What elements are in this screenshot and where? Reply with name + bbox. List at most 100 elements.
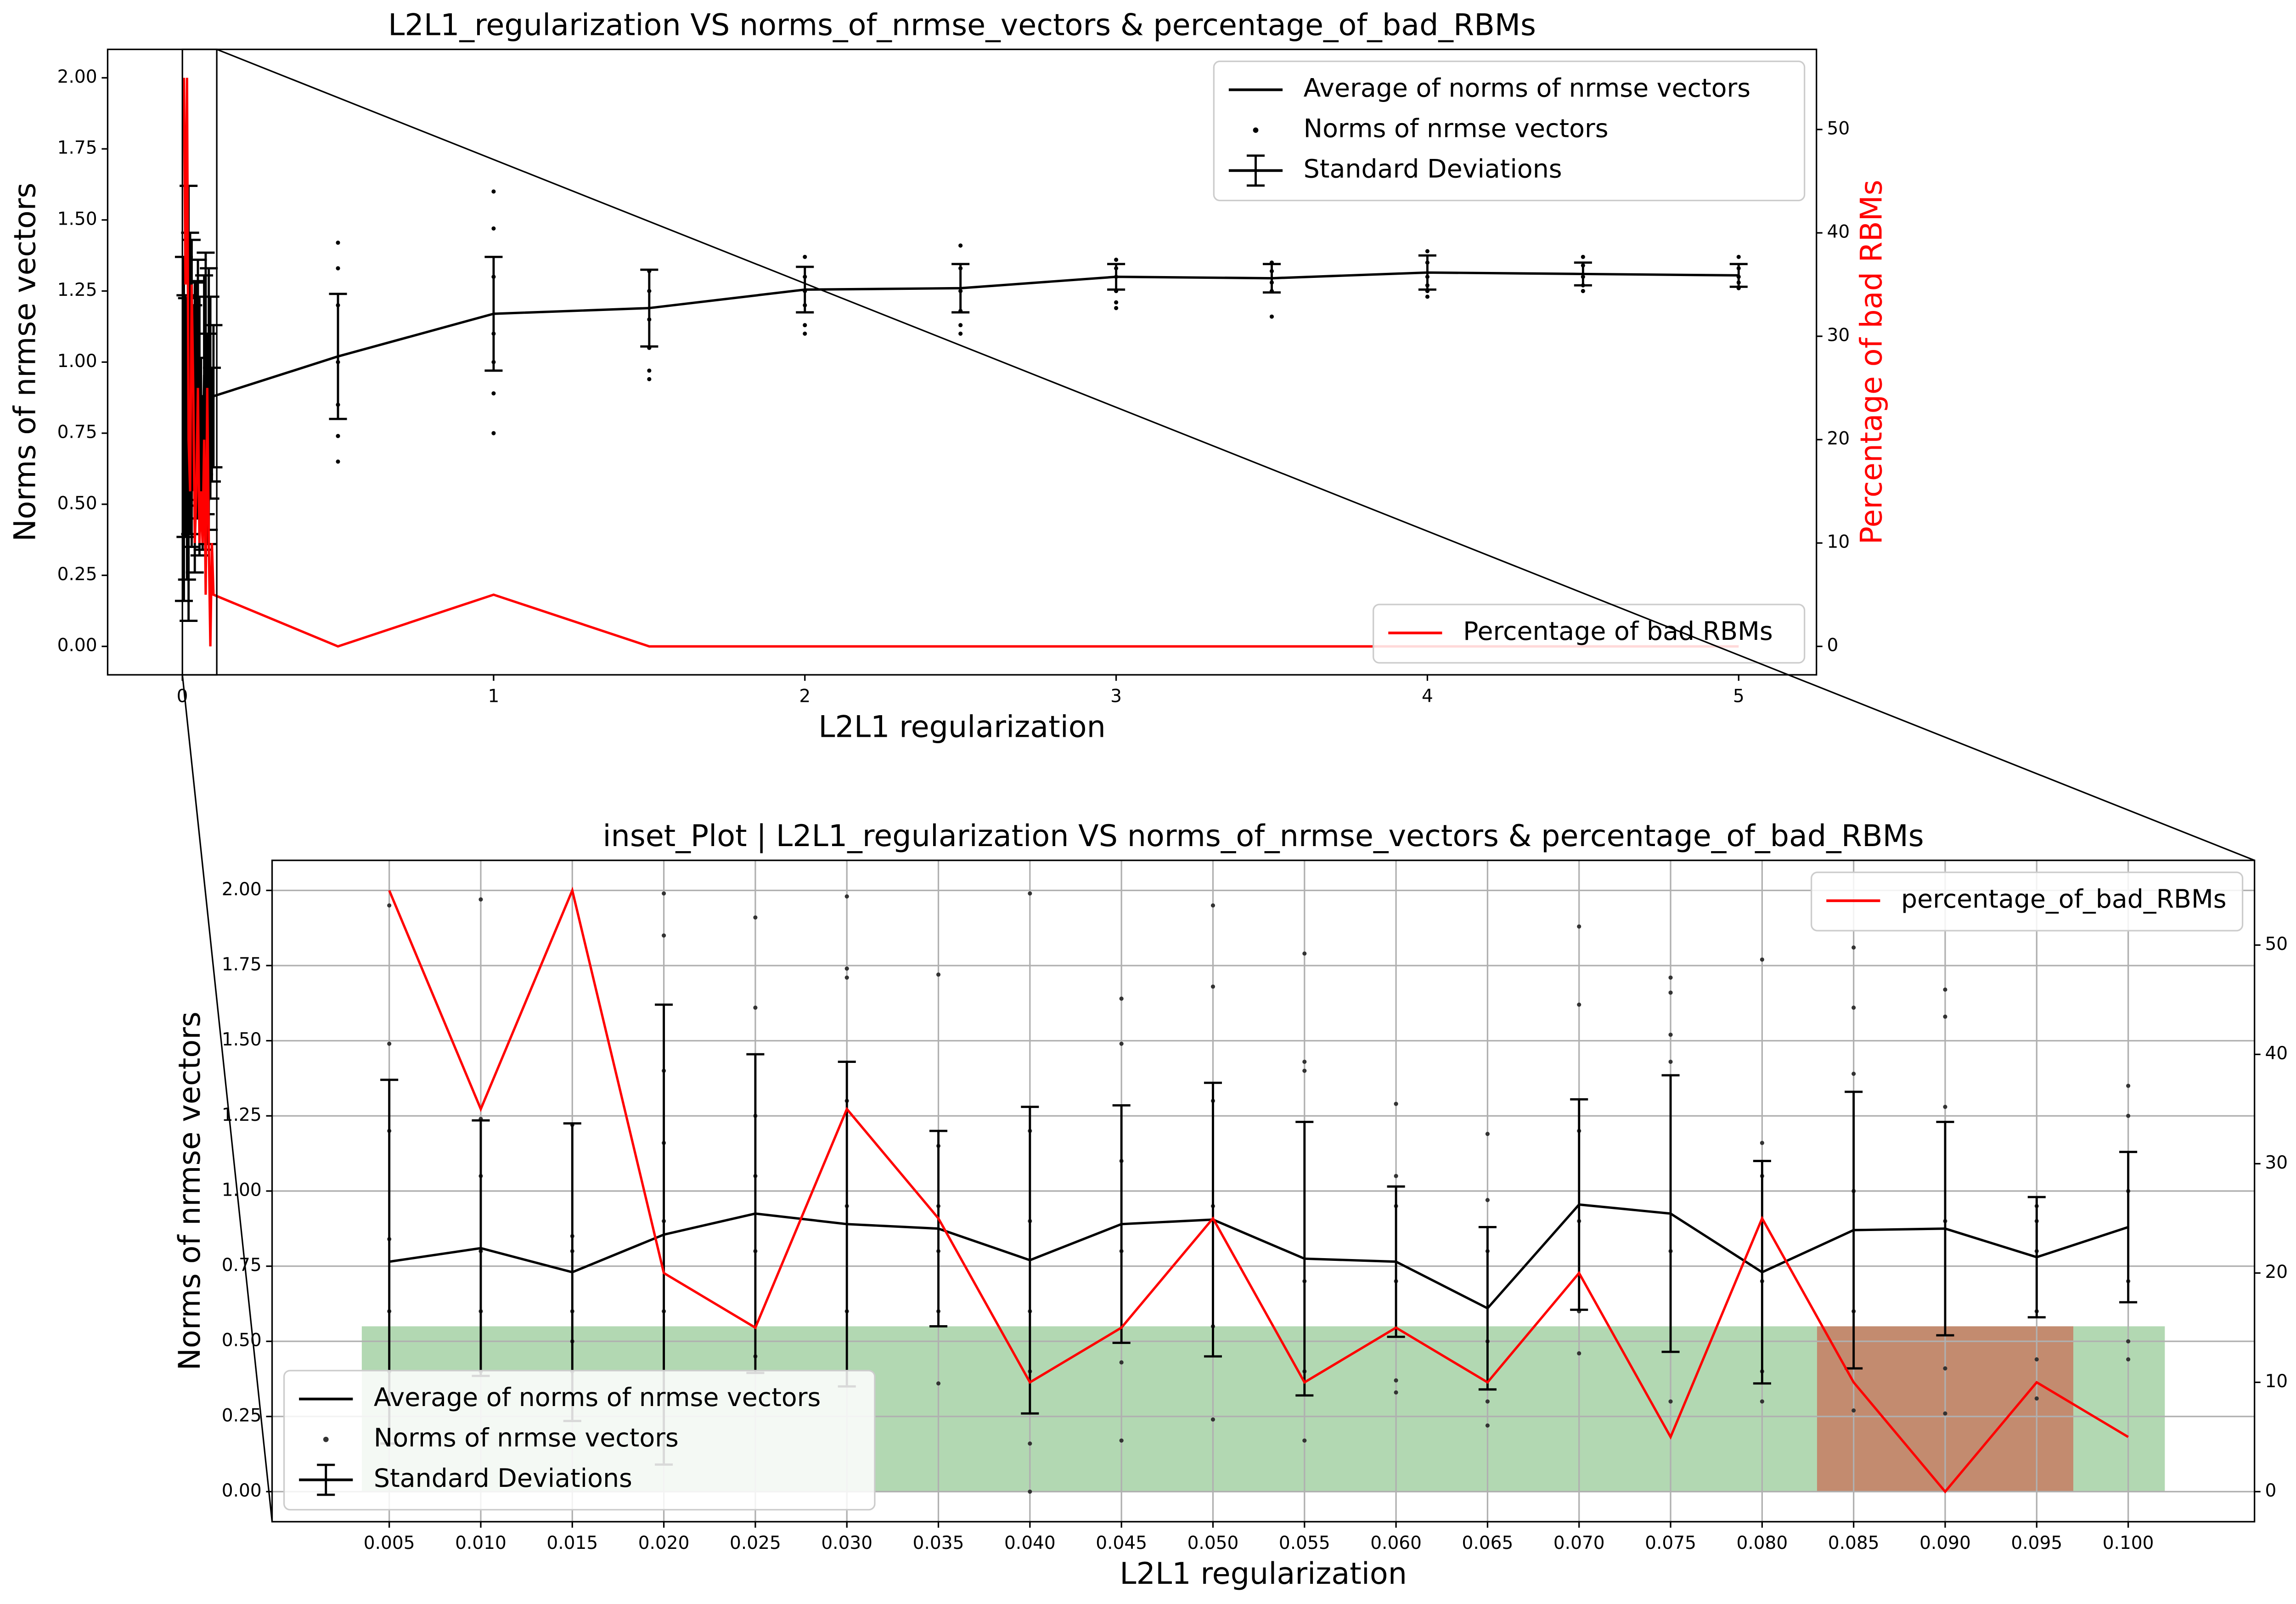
scatter-point <box>844 966 849 971</box>
scatter-point <box>1577 924 1581 929</box>
scatter-point <box>1851 945 1856 950</box>
scatter-point <box>1114 306 1119 311</box>
charts: 0 1 2 3 4 5 0.00 0.25 0.50 0.75 1.00 1.25 1.50 1.75 2.… <box>8 8 2296 1592</box>
y-tick-label: 0.00 <box>57 635 97 656</box>
x-tick-label: 0.075 <box>1645 1533 1696 1553</box>
plot-frame <box>107 48 1818 676</box>
x-tick-label: 0.055 <box>1279 1533 1330 1553</box>
legend-box <box>1213 60 1806 202</box>
y-tick-label: 1.50 <box>222 1029 262 1050</box>
y-tick-label: 0.75 <box>222 1255 262 1276</box>
x-axis-label: L2L1 regularization <box>818 710 1106 744</box>
y-tick-label: 2.00 <box>222 879 262 900</box>
chart-title: L2L1_regularization VS norms_of_nrmse_ve… <box>388 8 1536 43</box>
scatter-point <box>1210 903 1216 908</box>
scatter-point <box>1943 1411 1947 1416</box>
scatter-point <box>2126 1113 2131 1118</box>
scatter-point <box>753 915 758 920</box>
scatter-point <box>491 431 496 435</box>
scatter-point <box>1302 1059 1307 1064</box>
scatter-point <box>1485 1198 1490 1203</box>
line <box>389 1203 2129 1310</box>
y-tick-label: 0.50 <box>57 493 97 514</box>
scatter-point <box>491 226 496 231</box>
scatter-point <box>1581 254 1585 259</box>
x-tick-label: 0.015 <box>546 1533 598 1553</box>
x-tick-label: 2 <box>799 686 810 706</box>
y-tick-label: 0.75 <box>57 422 97 443</box>
scatter-point <box>491 391 496 395</box>
scatter-point <box>1302 951 1307 956</box>
scatter-point <box>1736 254 1741 259</box>
scatter-point <box>1028 1489 1032 1494</box>
scatter-point <box>647 377 652 382</box>
scatter-point <box>1577 1351 1581 1355</box>
y2-axis-label: Percentage of bad RBMs <box>2292 1009 2296 1373</box>
x-tick-label: 4 <box>1422 686 1433 706</box>
x-tick-label: 0.040 <box>1004 1533 1056 1553</box>
line <box>388 887 2129 1494</box>
y-tick-label: 1.00 <box>57 351 97 372</box>
x-tick-label: 0.050 <box>1187 1533 1239 1553</box>
x-tick-label: 0.095 <box>2011 1533 2062 1553</box>
legend-box <box>1811 871 2244 932</box>
scatter-point <box>1425 294 1429 299</box>
scatter-point <box>1119 1360 1124 1365</box>
scatter-point <box>936 1381 941 1386</box>
scatter-point <box>958 243 963 248</box>
scatter-point <box>1581 289 1585 294</box>
y2-tick-label: 40 <box>1827 221 1850 242</box>
chart-title: inset_Plot | L2L1_regularization VS norm… <box>602 819 1924 853</box>
scatter-point <box>1119 1041 1124 1046</box>
y-axis-label: Norms of nrmse vectors <box>173 1011 207 1370</box>
x-tick-label: 0.070 <box>1553 1533 1605 1553</box>
zoom-box <box>181 48 218 676</box>
legend-box <box>283 1370 876 1511</box>
scatter-point <box>958 331 963 336</box>
legend-label: Norms of nrmse vectors <box>1304 114 1609 144</box>
scatter-point <box>1485 1399 1490 1404</box>
y-tick-label: 1.25 <box>57 280 97 300</box>
y-tick-label: 0.50 <box>222 1330 262 1351</box>
scatter-point <box>336 459 340 464</box>
scatter-point <box>2126 1084 2131 1088</box>
scatter-point <box>1210 1417 1216 1422</box>
scatter-point <box>958 323 963 328</box>
x-tick-label: 0.065 <box>1462 1533 1514 1553</box>
scatter-point <box>1668 975 1673 980</box>
scatter-point <box>1943 1105 1947 1109</box>
scatter-point <box>1210 984 1216 989</box>
scatter-point <box>1943 1366 1947 1371</box>
x-tick-label: 0.100 <box>2103 1533 2154 1553</box>
scatter-point <box>1394 1101 1398 1106</box>
y-tick-label: 1.50 <box>57 209 97 229</box>
scatter-point <box>1851 1072 1856 1076</box>
legend-label: percentage_of_bad_RBMs <box>1901 885 2227 914</box>
legend-label: Average of norms of nrmse vectors <box>1304 74 1750 103</box>
y2-tick-label: 0 <box>2265 1480 2276 1501</box>
y-tick-label: 2.00 <box>57 67 97 87</box>
legend-label: Standard Deviations <box>374 1464 632 1493</box>
scatter-point <box>1485 1423 1490 1428</box>
scatter-point <box>1668 990 1673 995</box>
legend-label: Percentage of bad RBMs <box>1463 617 1773 646</box>
zoom-indicator <box>181 48 2255 1522</box>
scatter-point <box>336 266 340 271</box>
legend: percentage_of_bad_RBMs <box>1811 871 2244 932</box>
scatter-point <box>1028 891 1032 896</box>
x-axis-label: L2L1 regularization <box>1120 1557 1407 1591</box>
y-tick-label: 0.25 <box>222 1405 262 1426</box>
scatter-point <box>1302 1438 1307 1443</box>
x-tick-label: 0.080 <box>1736 1533 1788 1553</box>
y-tick-label: 1.75 <box>57 138 97 158</box>
scatter-point <box>1119 1438 1124 1443</box>
x-tick-label: 0.010 <box>455 1533 506 1553</box>
x-tick-label: 0.060 <box>1370 1533 1422 1553</box>
scatter-point <box>1760 957 1764 962</box>
x-tick-label: 3 <box>1110 686 1122 706</box>
x-tick-label: 0.085 <box>1828 1533 1880 1553</box>
y2-tick-label: 50 <box>1827 118 1850 139</box>
scatter-point <box>753 1005 758 1010</box>
line <box>182 78 1739 648</box>
